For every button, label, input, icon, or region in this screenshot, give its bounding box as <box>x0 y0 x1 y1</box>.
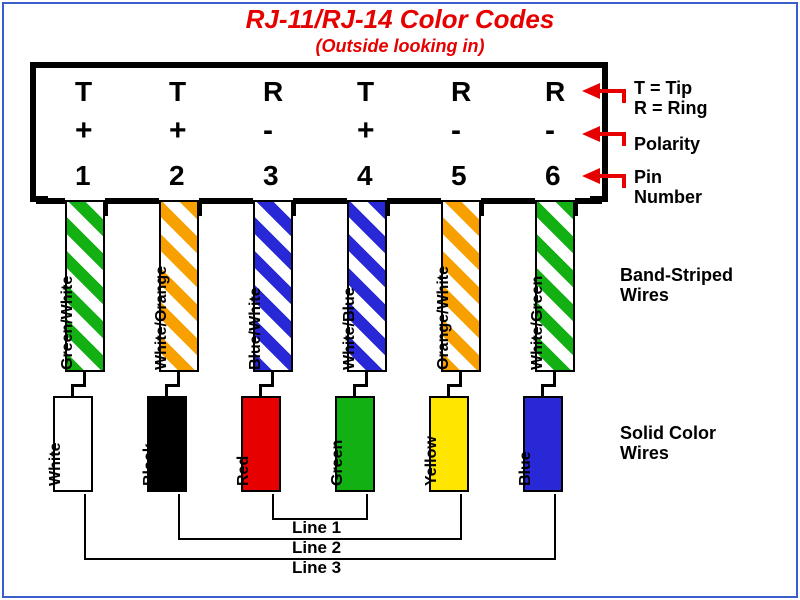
pin-polarity-5: - <box>451 114 461 148</box>
pin-polarity-4: + <box>357 114 375 148</box>
line1-label: Line 1 <box>292 518 341 538</box>
line1-bracket-r <box>366 494 368 520</box>
wire-step-v2-2 <box>165 384 168 396</box>
pin-number-1: 1 <box>75 160 91 192</box>
connector-bottom-seg-4 <box>387 198 441 204</box>
line3-bracket-r <box>554 494 556 560</box>
pin-number-3: 3 <box>263 160 279 192</box>
arrow-pin-number-v <box>622 174 626 188</box>
pin-number-6: 6 <box>545 160 561 192</box>
pin-polarity-1: + <box>75 114 93 148</box>
legend-solid-color: Solid Color Wires <box>620 424 716 464</box>
line3-label: Line 3 <box>292 558 341 578</box>
connector-bottom-seg-1 <box>105 198 159 204</box>
connector-outline <box>30 62 608 202</box>
line1-bracket-l <box>272 494 274 520</box>
legend-ring: R = Ring <box>634 98 708 119</box>
pin-letter-4: T <box>357 76 374 108</box>
striped-wire-label-2: White/Orange <box>153 266 171 370</box>
pin-polarity-2: + <box>169 114 187 148</box>
wire-step-v-3 <box>271 372 274 384</box>
solid-wire-label-5: Yellow <box>423 436 441 486</box>
striped-wire-label-4: White/Blue <box>341 287 359 370</box>
pin-number-2: 2 <box>169 160 185 192</box>
line2-label: Line 2 <box>292 538 341 558</box>
connector-bottom-seg-5 <box>481 198 535 204</box>
pin-polarity-6: - <box>545 114 555 148</box>
connector-drop-l-2 <box>199 198 202 216</box>
connector-drop-l-3 <box>293 198 296 216</box>
wire-step-v-4 <box>365 372 368 384</box>
striped-wire-label-3: Blue/White <box>247 287 265 370</box>
striped-wire-label-6: White/Green <box>529 276 547 370</box>
wire-step-v2-5 <box>447 384 450 396</box>
arrow-polarity <box>582 126 600 142</box>
pin-letter-3: R <box>263 76 283 108</box>
arrow-tip-ring <box>582 83 600 99</box>
connector-bottom-seg-3 <box>293 198 347 204</box>
legend-pin-number: Pin Number <box>634 168 702 208</box>
line2-bracket-l <box>178 494 180 540</box>
line3-bracket-l <box>84 494 86 560</box>
wire-step-v2-3 <box>259 384 262 396</box>
legend-polarity: Polarity <box>634 134 700 155</box>
striped-wire-label-5: Orange/White <box>435 266 453 370</box>
connector-drop-l-1 <box>105 198 108 216</box>
title: RJ-11/RJ-14 Color Codes <box>0 4 800 35</box>
wire-step-v-1 <box>83 372 86 384</box>
connector-bottom-seg-6 <box>575 198 602 204</box>
pin-letter-1: T <box>75 76 92 108</box>
subtitle: (Outside looking in) <box>0 36 800 57</box>
pin-number-5: 5 <box>451 160 467 192</box>
wire-step-v2-1 <box>71 384 74 396</box>
connector-bottom-seg-2 <box>199 198 253 204</box>
solid-wire-label-4: Green <box>329 440 347 486</box>
solid-wire-label-1: White <box>47 442 65 486</box>
pin-letter-2: T <box>169 76 186 108</box>
connector-drop-l-5 <box>481 198 484 216</box>
striped-wire-label-1: Green/White <box>59 276 77 370</box>
connector-bottom-seg-0 <box>36 198 65 204</box>
wire-step-v2-4 <box>353 384 356 396</box>
solid-wire-label-2: Black <box>141 443 159 486</box>
wire-step-v-5 <box>459 372 462 384</box>
pin-letter-6: R <box>545 76 565 108</box>
legend-tip: T = Tip <box>634 78 692 99</box>
wire-step-v2-6 <box>541 384 544 396</box>
pin-polarity-3: - <box>263 114 273 148</box>
pin-number-4: 4 <box>357 160 373 192</box>
arrow-pin-number <box>582 168 600 184</box>
connector-drop-l-6 <box>575 198 578 216</box>
line2-bracket-r <box>460 494 462 540</box>
arrow-tip-ring-v <box>622 89 626 103</box>
solid-wire-label-6: Blue <box>517 451 535 486</box>
pin-letter-5: R <box>451 76 471 108</box>
connector-drop-l-4 <box>387 198 390 216</box>
wire-step-v-2 <box>177 372 180 384</box>
solid-wire-label-3: Red <box>235 456 253 486</box>
legend-band-striped: Band-Striped Wires <box>620 266 733 306</box>
wire-step-v-6 <box>553 372 556 384</box>
arrow-polarity-v <box>622 132 626 146</box>
